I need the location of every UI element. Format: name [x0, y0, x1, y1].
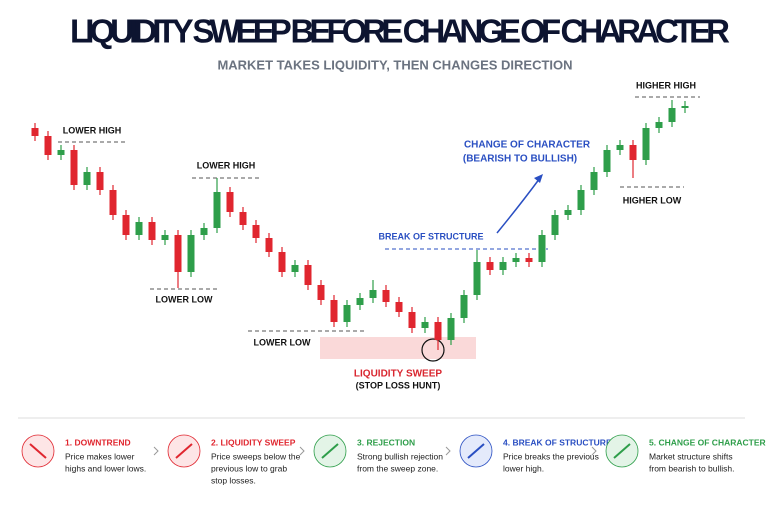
- candle-body: [291, 265, 299, 272]
- candle-body: [317, 285, 325, 300]
- step-text: from the sweep zone.: [357, 463, 438, 473]
- candle-body: [200, 228, 208, 235]
- candle-body: [616, 145, 624, 150]
- candle-body: [343, 305, 351, 322]
- step-title: 3. REJECTION: [357, 437, 415, 447]
- step-text: Price breaks the previous: [503, 451, 599, 461]
- arrow-head: [534, 174, 543, 183]
- step-text: lower high.: [503, 463, 544, 473]
- candle-body: [512, 258, 520, 262]
- sweep-circle: [421, 338, 445, 362]
- annotations: LOWER HIGH LOWER HIGH LOWER LOW LOWER LO…: [58, 80, 700, 390]
- label: (STOP LOSS HUNT): [356, 380, 441, 390]
- candle-body: [655, 122, 663, 128]
- candle-body: [278, 252, 286, 272]
- step-text: Market structure shifts: [649, 451, 733, 461]
- candle-body: [668, 108, 676, 122]
- candle-body: [252, 225, 260, 238]
- candle-body: [525, 258, 533, 262]
- candle-body: [564, 210, 572, 215]
- step-glyph: [467, 443, 485, 459]
- candle-body: [83, 172, 91, 185]
- candle-body: [174, 235, 182, 272]
- candle-body: [590, 172, 598, 190]
- label: BREAK OF STRUCTURE: [379, 231, 484, 241]
- subtitle: MARKET TAKES LIQUIDITY, THEN CHANGES DIR…: [217, 57, 572, 72]
- candle-body: [369, 290, 377, 298]
- chevron: [153, 446, 159, 456]
- step-glyph: [613, 443, 631, 459]
- candle-body: [460, 295, 468, 318]
- steps: 1. DOWNTREND Price makes lower highs and l…: [21, 434, 766, 485]
- label: (BEARISH TO BULLISH): [463, 154, 577, 165]
- candle-body: [109, 190, 117, 215]
- candle-body: [161, 235, 169, 240]
- step-glyph: [29, 443, 47, 459]
- candle-body: [499, 262, 507, 270]
- step-text: highs and lower lows.: [65, 463, 146, 473]
- step-text: previous low to grab: [211, 463, 287, 473]
- candle-body: [135, 222, 143, 235]
- candle-body: [421, 322, 429, 328]
- candle-body: [473, 262, 481, 295]
- candle-body: [629, 145, 637, 160]
- candle-body: [239, 212, 247, 225]
- candles: [31, 100, 689, 350]
- candle-body: [213, 192, 221, 228]
- candle-body: [265, 238, 273, 252]
- step-title: 2. LIQUIDITY SWEEP: [211, 437, 296, 447]
- label: LOWER HIGH: [63, 125, 122, 135]
- label: LOWER LOW: [156, 294, 213, 304]
- step-title: 4. BREAK OF STRUCTURE: [503, 437, 612, 447]
- step-title: 5. CHANGE OF CHARACTER: [649, 437, 766, 447]
- candle-body: [642, 128, 650, 160]
- step-title: 1. DOWNTREND: [65, 437, 131, 447]
- sweep-zone: [320, 337, 476, 359]
- label: HIGHER LOW: [623, 195, 682, 205]
- candle-body: [44, 136, 52, 155]
- candle-body: [187, 235, 195, 272]
- candle-body: [122, 215, 130, 235]
- candle-body: [395, 302, 403, 312]
- chevron: [299, 446, 305, 456]
- label: LOWER LOW: [254, 337, 311, 347]
- candle-body: [681, 106, 689, 108]
- step-glyph: [175, 443, 193, 459]
- candle-body: [577, 190, 585, 210]
- label: LOWER HIGH: [197, 160, 256, 170]
- step-text: Price sweeps below the: [211, 451, 301, 461]
- candle-body: [148, 222, 156, 240]
- step-text: Price makes lower: [65, 451, 135, 461]
- label: LIQUIDITY SWEEP: [354, 369, 442, 380]
- candle-body: [330, 300, 338, 322]
- candle-body: [447, 318, 455, 340]
- candle-body: [434, 322, 442, 340]
- candle-body: [57, 150, 65, 155]
- chevron: [591, 446, 597, 456]
- step-glyph: [321, 443, 339, 459]
- candle-body: [31, 128, 39, 136]
- candle-body: [70, 150, 78, 185]
- candle-body: [603, 150, 611, 172]
- candle-body: [96, 172, 104, 190]
- candle-body: [408, 312, 416, 328]
- candle-body: [226, 192, 234, 212]
- title: LIQUIDITY SWEEP BEFORE CHANGE OF CHARACT…: [70, 13, 730, 50]
- arrow: [496, 177, 541, 234]
- label: CHANGE OF CHARACTER: [464, 140, 591, 151]
- candle-body: [538, 235, 546, 262]
- candle-body: [382, 290, 390, 302]
- candle-body: [551, 215, 559, 235]
- candle-body: [304, 265, 312, 285]
- step-text: Strong bullish rejection: [357, 451, 443, 461]
- candle-body: [486, 262, 494, 270]
- step-text: from bearish to bullish.: [649, 463, 735, 473]
- candle-body: [356, 298, 364, 305]
- label: HIGHER HIGH: [636, 80, 696, 90]
- chevron: [445, 446, 451, 456]
- step-text: stop losses.: [211, 475, 256, 485]
